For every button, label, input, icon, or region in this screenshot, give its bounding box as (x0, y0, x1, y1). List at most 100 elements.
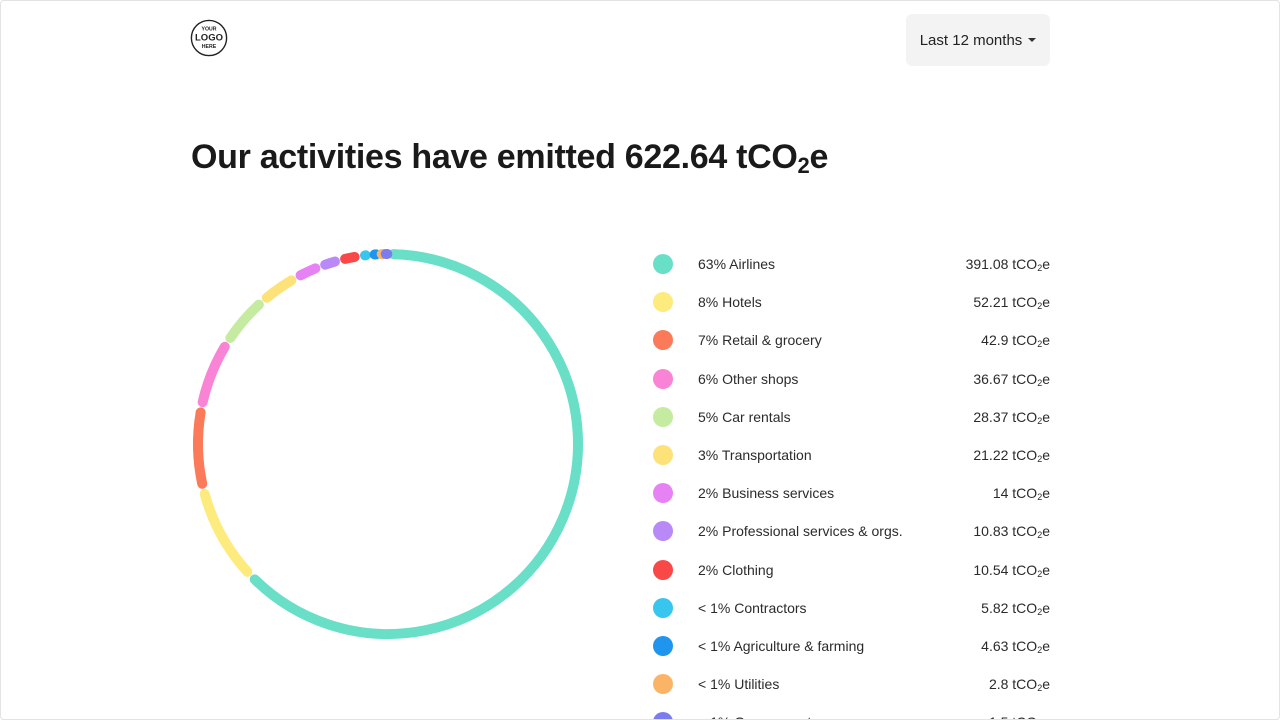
legend-category: Professional services & orgs. (722, 523, 903, 540)
donut-slice[interactable] (249, 249, 583, 639)
legend-category: Agriculture & farming (733, 637, 865, 654)
legend-value: 36.67 tCO2e (973, 370, 1050, 388)
logo-line-1: YOUR (202, 27, 217, 33)
legend-value: 5.82 tCO2e (981, 599, 1050, 617)
donut-slice[interactable] (295, 263, 321, 281)
legend-percent: 8% (698, 294, 719, 311)
legend-value-unit: tCO (1008, 370, 1038, 387)
legend-item[interactable]: 3% Transportation 21.22 tCO2e (653, 436, 1050, 474)
legend-value-unit-suffix: e (1042, 256, 1050, 273)
legend-value-unit-suffix: e (1042, 485, 1050, 502)
legend-value: 21.22 tCO2e (973, 447, 1050, 465)
legend-item[interactable]: < 1% Utilities 2.8 tCO2e (653, 665, 1050, 703)
legend-item[interactable]: 5% Car rentals 28.37 tCO2e (653, 398, 1050, 436)
donut-slice[interactable] (320, 256, 340, 270)
legend-value-unit-subscript: 2 (1037, 644, 1043, 655)
legend-item[interactable]: 2% Clothing 10.54 tCO2e (653, 551, 1050, 589)
legend-value-unit: tCO (1008, 637, 1038, 654)
legend-value-unit: tCO (1008, 332, 1038, 349)
legend-value-unit-subscript: 2 (1037, 377, 1043, 388)
legend-percent: < 1% (698, 637, 731, 654)
legend-label: < 1% Government (698, 714, 989, 719)
legend-value-unit-subscript: 2 (1037, 530, 1043, 541)
legend-label: 6% Other shops (698, 371, 973, 387)
legend-item[interactable]: < 1% Contractors 5.82 tCO2e (653, 589, 1050, 627)
legend-value-unit: tCO (1008, 256, 1038, 273)
legend-value: 28.37 tCO2e (973, 408, 1050, 426)
legend-label: < 1% Utilities (698, 676, 989, 692)
legend-value-unit-subscript: 2 (1037, 492, 1043, 503)
legend-swatch (653, 483, 673, 504)
legend-category: Hotels (722, 294, 762, 311)
legend-item[interactable]: 2% Professional services & orgs. 10.83 tC… (653, 512, 1050, 550)
donut-slice[interactable] (193, 407, 208, 489)
page-title-subscript: 2 (797, 153, 810, 178)
legend-swatch (653, 445, 673, 466)
legend-value-unit: tCO (1008, 561, 1038, 578)
legend-percent: 2% (698, 485, 719, 502)
legend-percent: 6% (698, 370, 719, 387)
legend-label: 63% Airlines (698, 256, 966, 272)
period-dropdown[interactable]: Last 12 months (906, 14, 1050, 66)
legend-value-unit: tCO (1008, 676, 1038, 693)
legend-value-unit-suffix: e (1042, 599, 1050, 616)
legend-value-unit: tCO (1008, 523, 1038, 540)
legend-value-number: 4.63 (981, 637, 1009, 654)
legend-value: 2.8 tCO2e (989, 676, 1050, 693)
legend-item[interactable]: < 1% Agriculture & farming 4.63 tCO2e (653, 627, 1050, 665)
legend-percent: < 1% (698, 676, 731, 693)
legend-value-number: 21.22 (973, 447, 1009, 464)
legend-value-unit-suffix: e (1042, 561, 1050, 578)
legend-category: Car rentals (722, 408, 791, 425)
legend-category: Business services (722, 485, 835, 502)
legend-value-unit-suffix: e (1042, 294, 1050, 311)
legend-item[interactable]: 63% Airlines 391.08 tCO2e (653, 245, 1050, 283)
legend-value-number: 36.67 (973, 370, 1009, 387)
legend-value-unit-suffix: e (1042, 523, 1050, 540)
legend-value: 14 tCO2e (993, 485, 1050, 503)
legend-item[interactable]: 7% Retail & grocery 42.9 tCO2e (653, 321, 1050, 359)
legend-value-unit-suffix: e (1042, 637, 1050, 654)
legend-category: Government (734, 714, 811, 719)
caret-down-icon (1028, 38, 1037, 42)
legend-value: 1.5 tCO2e (989, 714, 1050, 719)
legend-swatch (653, 292, 673, 313)
legend-value-unit-suffix: e (1042, 676, 1050, 693)
legend-value-unit: tCO (1008, 714, 1037, 719)
legend-value-unit-subscript: 2 (1037, 454, 1043, 465)
legend-label: 2% Business services (698, 485, 993, 501)
logo-line-3: HERE (202, 44, 217, 50)
legend-label: < 1% Contractors (698, 600, 981, 616)
legend-value-unit-suffix: e (1042, 447, 1050, 464)
period-dropdown-label: Last 12 months (919, 31, 1023, 49)
legend-value: 42.9 tCO2e (981, 332, 1050, 349)
legend-value-number: 52.21 (973, 294, 1009, 311)
legend-value-number: 5.82 (981, 599, 1009, 616)
donut-slice[interactable] (197, 341, 230, 408)
legend-value-unit: tCO (1008, 599, 1038, 616)
legend-item[interactable]: 2% Business services 14 tCO2e (653, 474, 1050, 512)
donut-slice[interactable] (261, 275, 297, 303)
legend-value: 391.08 tCO2e (966, 256, 1050, 273)
legend-value-number: 1.5 (989, 714, 1008, 719)
logo-line-2: LOGO (195, 33, 223, 44)
legend-value-unit: tCO (1008, 294, 1038, 311)
legend-swatch (653, 712, 673, 719)
page-title-suffix: e (809, 138, 829, 176)
legend-percent: < 1% (698, 599, 731, 616)
legend-item[interactable]: 6% Other shops 36.67 tCO2e (653, 360, 1050, 398)
logo: YOUR LOGO HERE (190, 19, 228, 57)
legend-item[interactable]: 8% Hotels 52.21 tCO2e (653, 283, 1050, 321)
legend-item[interactable]: < 1% Government1.5 tCO2e (653, 703, 1050, 719)
legend-percent: 3% (698, 447, 719, 464)
legend-value-unit-subscript: 2 (1037, 606, 1043, 617)
donut-slice[interactable] (340, 251, 360, 264)
legend-swatch (653, 521, 673, 542)
legend-value: 10.54 tCO2e (973, 561, 1050, 579)
donut-slice[interactable] (225, 299, 264, 343)
legend-value: 4.63 tCO2e (981, 637, 1050, 655)
legend-value-unit: tCO (1008, 408, 1038, 425)
legend-percent: 63% (698, 256, 727, 273)
donut-slice[interactable] (199, 488, 253, 577)
